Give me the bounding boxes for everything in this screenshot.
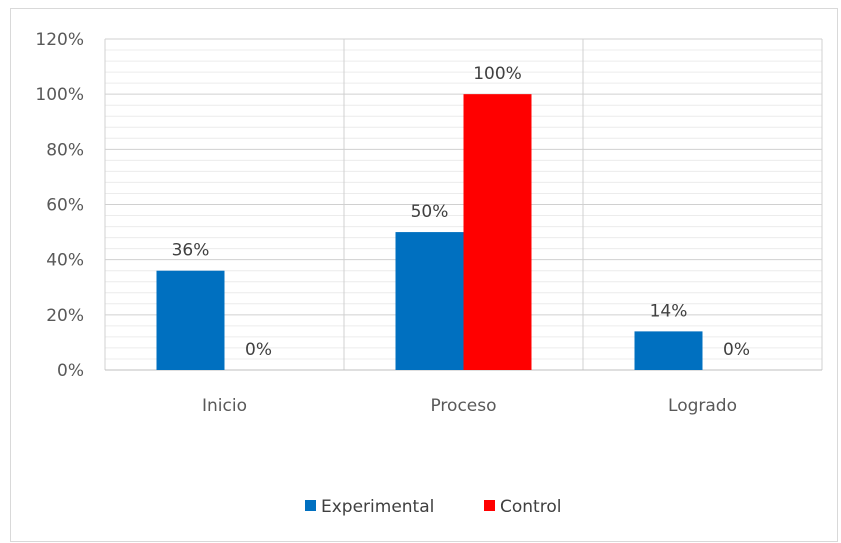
- bar-experimental-inicio: [156, 270, 225, 370]
- y-axis-ticks: 0% 20% 40% 60% 80% 100% 120%: [35, 30, 84, 381]
- data-label: 0%: [723, 340, 750, 360]
- data-label: 36%: [172, 241, 210, 261]
- data-label: 0%: [245, 340, 272, 360]
- legend-swatch: [305, 500, 316, 511]
- legend-label: Experimental: [321, 497, 434, 517]
- x-category-label: Proceso: [430, 396, 496, 416]
- data-label: 100%: [473, 64, 522, 84]
- x-category-label: Inicio: [202, 396, 247, 416]
- data-label: 50%: [411, 202, 449, 222]
- y-tick-label: 20%: [46, 306, 84, 326]
- y-tick-label: 80%: [46, 140, 84, 160]
- legend-label: Control: [500, 497, 561, 517]
- y-tick-label: 40%: [46, 251, 84, 271]
- data-labels: 36% 0% 50% 100% 14% 0%: [172, 64, 750, 360]
- bar-experimental-proceso: [395, 232, 464, 370]
- y-tick-label: 0%: [57, 361, 84, 381]
- legend-swatch: [484, 500, 495, 511]
- x-category-label: Logrado: [668, 396, 737, 416]
- bar-control-proceso: [463, 94, 532, 371]
- x-axis-categories: Inicio Proceso Logrado: [202, 396, 737, 416]
- bar-experimental-logrado: [634, 331, 703, 370]
- y-tick-label: 60%: [46, 196, 84, 216]
- bars: [156, 94, 703, 371]
- data-label: 14%: [650, 301, 688, 321]
- y-tick-label: 120%: [35, 30, 84, 50]
- y-tick-label: 100%: [35, 85, 84, 105]
- legend: Experimental Control: [305, 497, 561, 517]
